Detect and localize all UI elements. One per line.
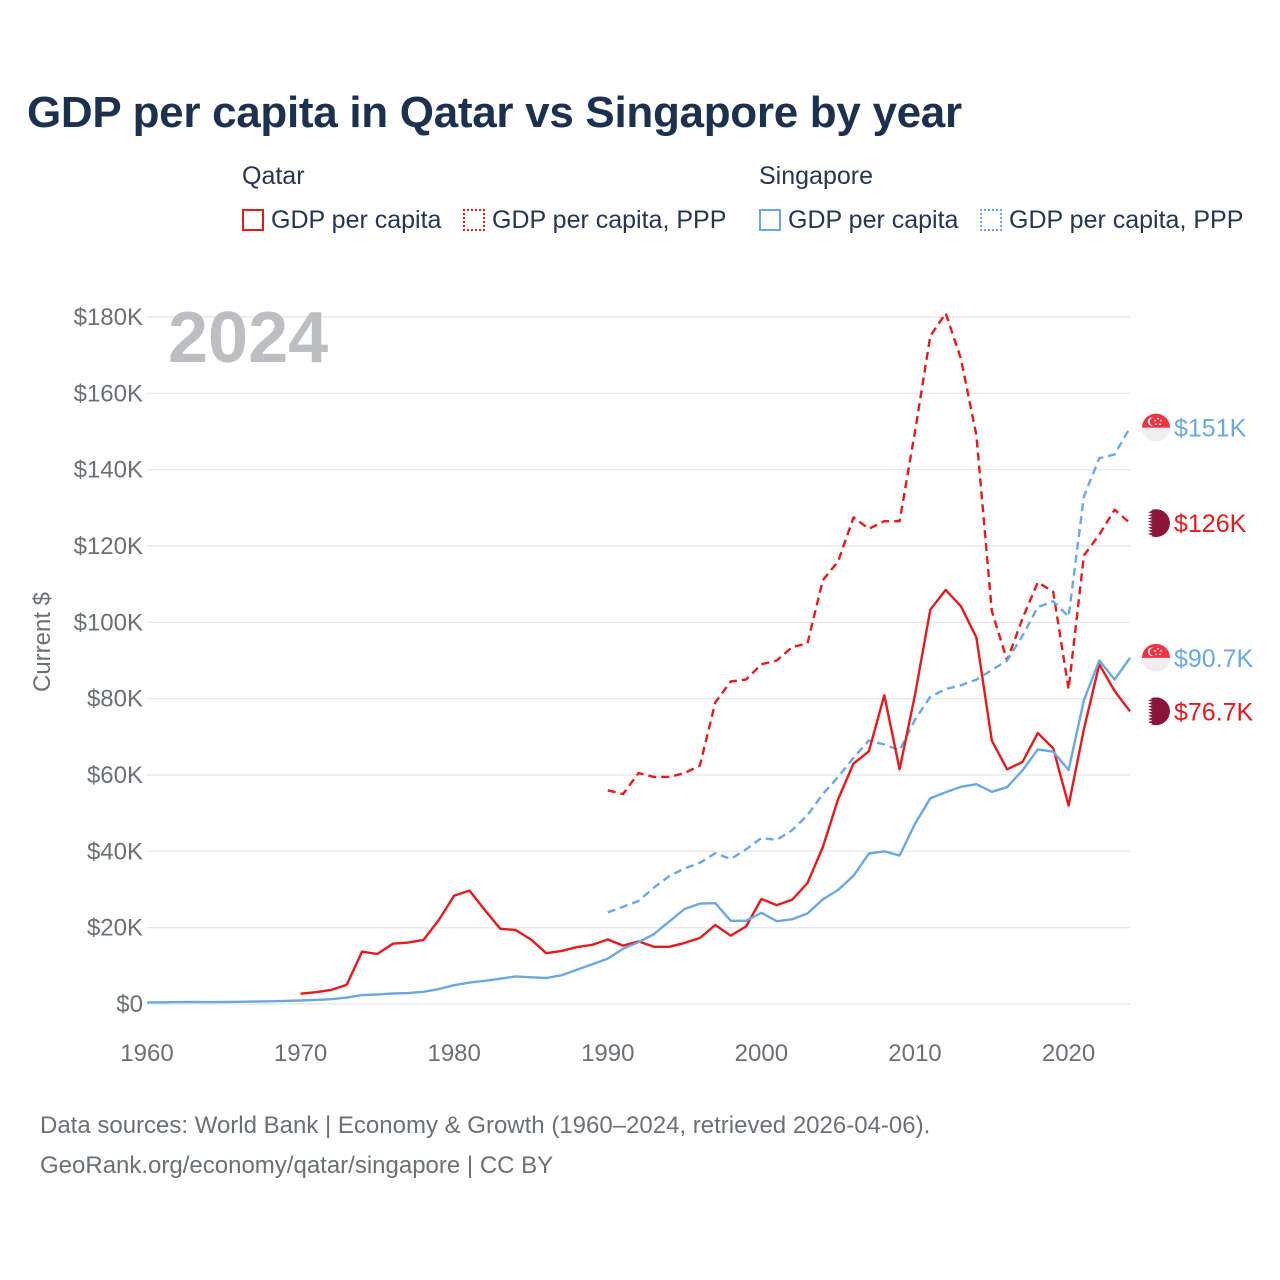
end-value-label: $151K: [1174, 415, 1247, 443]
x-tick-label: 2000: [735, 1040, 788, 1067]
x-tick-label: 1990: [581, 1040, 634, 1067]
qatar-flag-icon: [1136, 503, 1176, 544]
x-tick-label: 1970: [274, 1040, 327, 1067]
series-line-qatar-gdp-per-capita: [300, 588, 1131, 995]
year-watermark: 2024: [168, 298, 328, 378]
legend-swatch-dotted-icon: [980, 209, 1002, 231]
y-axis-label: Current $: [29, 592, 56, 692]
x-tick-label: 2020: [1042, 1040, 1095, 1067]
legend-label: GDP per capita: [271, 205, 442, 234]
y-tick-label: $120K: [74, 533, 143, 560]
singapore-flag-icon: [1142, 413, 1170, 442]
legend-item-qatar-gdp[interactable]: GDP per capita: [242, 204, 441, 236]
legend-swatch-solid-icon: [759, 209, 781, 231]
y-tick-label: $160K: [74, 380, 143, 407]
y-tick-label: $180K: [74, 304, 143, 331]
end-value-label: $76.7K: [1174, 698, 1254, 726]
qatar-flag-icon: [1136, 691, 1176, 732]
chart-title: GDP per capita in Qatar vs Singapore by …: [27, 88, 962, 137]
series-lines: [146, 312, 1132, 1004]
legend-swatch-dotted-icon: [463, 209, 485, 231]
y-tick-label: $60K: [87, 762, 143, 789]
legend-label: GDP per capita, PPP: [1009, 205, 1244, 234]
legend-swatch-solid-icon: [242, 209, 264, 231]
legend-item-qatar-gdp-ppp[interactable]: GDP per capita, PPP: [463, 204, 726, 236]
y-tick-label: $40K: [87, 838, 143, 865]
x-tick-label: 2010: [888, 1040, 941, 1067]
legend-label: GDP per capita: [788, 205, 959, 234]
end-labels: $126K $151K $76.7K $90.7K: [1136, 413, 1254, 732]
x-axis: 1960 1970 1980 1990 2000 2010 2020: [120, 1040, 1095, 1067]
y-tick-label: $20K: [87, 915, 143, 942]
line-chart: 2024 $0 $20K $40K $60K $80K $100K $120K $140K $1…: [29, 298, 1254, 1067]
legend-group-singapore: Singapore: [759, 162, 873, 190]
x-tick-label: 1960: [120, 1040, 173, 1067]
legend-group-qatar: Qatar: [242, 162, 305, 190]
series-line-singapore-gdp-per-capita-ppp: [607, 427, 1132, 914]
y-tick-label: $140K: [74, 457, 143, 484]
series-line-qatar-gdp-per-capita-ppp: [607, 312, 1131, 796]
y-tick-label: $100K: [74, 609, 143, 636]
end-value-label: $90.7K: [1174, 645, 1254, 673]
sources-line-2[interactable]: GeoRank.org/economy/qatar/singapore | CC…: [40, 1152, 554, 1179]
y-tick-label: $0: [116, 991, 143, 1018]
singapore-flag-icon: [1142, 643, 1170, 672]
end-value-label: $126K: [1174, 510, 1247, 538]
series-line-singapore-gdp-per-capita: [146, 657, 1131, 1004]
sources-line-1: Data sources: World Bank | Economy & Gro…: [40, 1112, 931, 1139]
legend-item-singapore-gdp[interactable]: GDP per capita: [759, 204, 958, 236]
gridlines: [147, 316, 1130, 1005]
y-axis: $0 $20K $40K $60K $80K $100K $120K $140K $160K $1…: [74, 304, 143, 1018]
y-tick-label: $80K: [87, 686, 143, 713]
x-tick-label: 1980: [427, 1040, 480, 1067]
data-sources: Data sources: World Bank | Economy & Gro…: [40, 1106, 930, 1186]
legend-item-singapore-gdp-ppp[interactable]: GDP per capita, PPP: [980, 204, 1243, 236]
legend-label: GDP per capita, PPP: [492, 205, 727, 234]
